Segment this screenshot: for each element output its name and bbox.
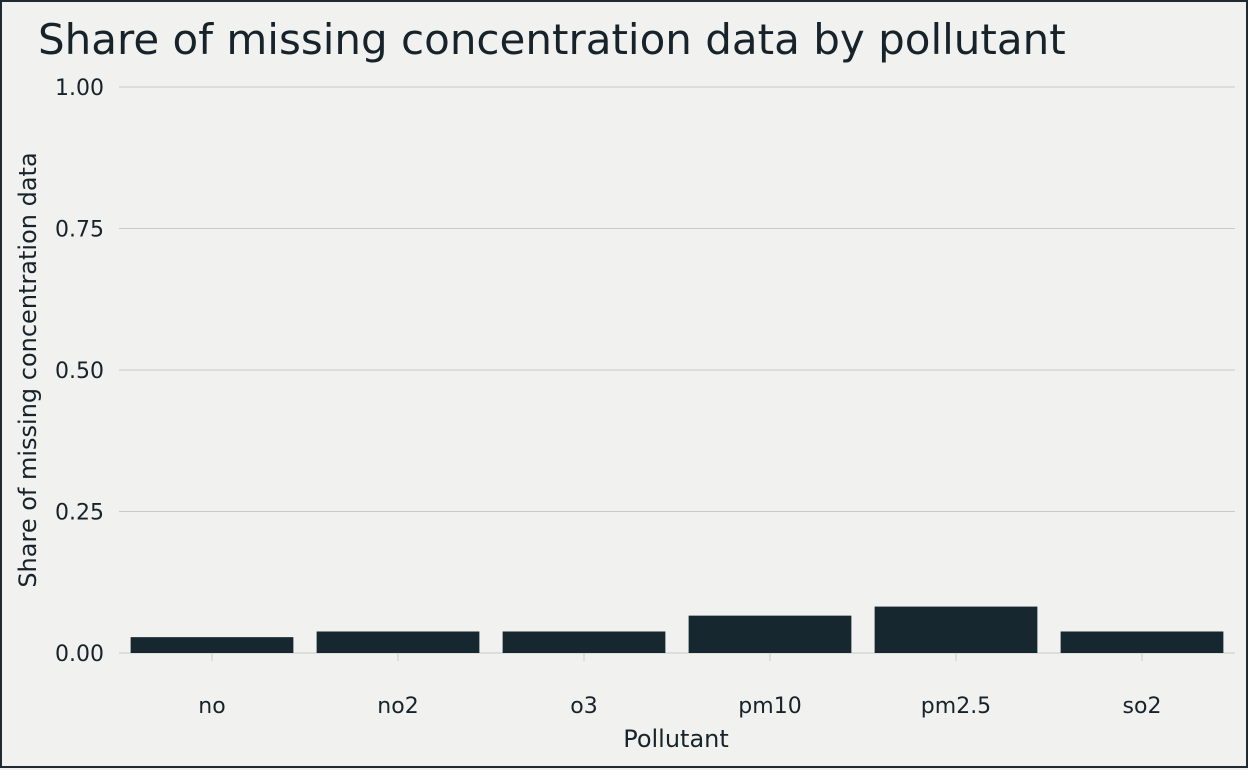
y-tick-label: 0.00 (55, 642, 104, 667)
y-tick-label: 0.25 (55, 501, 104, 526)
y-axis-title: Share of missing concentration data (14, 152, 42, 587)
y-tick-label: 1.00 (55, 76, 104, 101)
bar-pm10 (688, 615, 852, 653)
bar-no2 (316, 631, 480, 653)
bar-o3 (502, 631, 666, 653)
x-tick-label: o3 (570, 694, 597, 719)
x-tick-label: no (198, 694, 225, 719)
bar-pm2-5 (874, 606, 1038, 653)
bar-so2 (1060, 631, 1224, 653)
x-tick-label: no2 (377, 694, 418, 719)
y-gridlines (119, 86, 1235, 654)
chart-title: Share of missing concentration data by p… (38, 15, 1066, 64)
bars (130, 606, 1224, 653)
bar-no (130, 637, 294, 653)
y-tick-label: 0.50 (55, 359, 104, 384)
y-axis-ticks: 0.00 0.25 0.50 0.75 1.00 (55, 76, 104, 667)
x-tick-label: pm2.5 (921, 694, 991, 719)
x-axis-title: Pollutant (623, 725, 729, 753)
x-tick-label: so2 (1123, 694, 1162, 719)
x-axis-ticks: no no2 o3 pm10 pm2.5 so2 (198, 653, 1161, 719)
x-tick-label: pm10 (738, 694, 801, 719)
y-tick-label: 0.75 (55, 218, 104, 243)
